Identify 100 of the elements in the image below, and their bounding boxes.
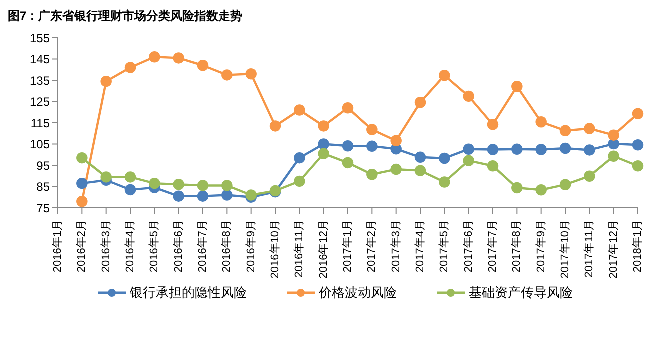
point	[608, 130, 620, 141]
point	[560, 142, 572, 154]
point	[222, 190, 233, 201]
x-tick-label: 2017年1月	[342, 220, 354, 273]
point	[197, 180, 209, 192]
point	[487, 160, 499, 172]
x-tick-label: 2016年10月	[270, 220, 282, 279]
x-tick-label: 2017年12月	[608, 220, 620, 279]
x-tick-label: 2016年1月	[52, 220, 64, 273]
y-tick-label: 105	[30, 138, 50, 152]
y-tick-label: 135	[30, 74, 50, 88]
point	[512, 182, 523, 194]
point	[366, 169, 378, 180]
point	[342, 102, 354, 114]
point	[390, 135, 402, 146]
point	[173, 190, 184, 202]
x-tick-label: 2016年2月	[76, 220, 88, 273]
point	[487, 119, 499, 130]
x-tick-label: 2016年4月	[124, 220, 136, 273]
y-tick-label: 95	[36, 158, 50, 173]
point	[512, 81, 523, 92]
x-tick-label: 2017年9月	[535, 220, 548, 273]
point	[197, 60, 209, 72]
x-tick-label: 2017年10月	[560, 220, 572, 279]
point	[318, 138, 330, 150]
point	[439, 176, 450, 188]
point	[560, 125, 572, 136]
point	[414, 152, 426, 164]
point	[294, 104, 306, 116]
point	[439, 152, 450, 164]
x-tick-label: 2017年8月	[511, 220, 524, 273]
x-tick-label: 2016年11月	[294, 220, 306, 278]
point	[318, 120, 330, 132]
x-tick-label: 2016年9月	[245, 220, 258, 273]
y-tick-label: 85	[36, 180, 50, 194]
point	[149, 52, 160, 63]
point	[270, 120, 282, 132]
point	[294, 152, 306, 164]
x-tick-label: 2017年5月	[438, 220, 451, 273]
point	[439, 70, 450, 82]
point	[463, 144, 474, 155]
point	[632, 160, 644, 172]
point	[632, 108, 644, 120]
legend-label: 银行承担的隐性风险	[130, 284, 247, 302]
point	[584, 170, 596, 182]
point	[560, 179, 572, 190]
point	[294, 176, 306, 188]
x-tick-label: 2016年12月	[318, 220, 330, 279]
point	[390, 164, 402, 176]
point	[197, 190, 209, 202]
point	[536, 144, 547, 156]
point	[124, 184, 136, 196]
point	[124, 62, 136, 74]
point	[487, 144, 499, 156]
legend-label: 价格波动风险	[319, 284, 397, 302]
point	[222, 180, 233, 192]
legend-label: 基础资产传导风险	[469, 284, 573, 302]
point	[512, 144, 523, 155]
x-tick-label: 2017年6月	[462, 220, 475, 273]
point	[173, 52, 184, 64]
point	[342, 140, 354, 152]
x-tick-label: 2016年3月	[100, 220, 112, 273]
point	[173, 179, 184, 190]
point	[76, 178, 88, 190]
point	[414, 165, 426, 176]
y-tick-label: 125	[30, 95, 50, 110]
point	[366, 140, 378, 152]
y-tick-label: 75	[36, 201, 50, 216]
point	[76, 196, 88, 208]
point	[318, 148, 330, 160]
x-tick-label: 2016年7月	[197, 220, 209, 273]
y-tick-label: 145	[30, 52, 50, 67]
point	[608, 150, 620, 162]
point	[584, 144, 596, 156]
point	[149, 178, 160, 190]
x-tick-label: 2018年1月	[632, 220, 644, 273]
chart-title: 图7：广东省银行理财市场分类风险指数走势	[8, 8, 244, 25]
x-tick-label: 2017年7月	[487, 220, 499, 273]
y-tick-label: 155	[30, 31, 50, 46]
point	[366, 124, 378, 136]
point	[608, 138, 620, 150]
point	[463, 155, 474, 166]
point	[76, 152, 88, 164]
point	[536, 184, 547, 196]
x-tick-label: 2016年8月	[221, 220, 234, 273]
point	[632, 139, 644, 151]
point	[124, 172, 136, 183]
point	[342, 157, 354, 169]
x-tick-label: 2016年5月	[148, 220, 161, 273]
x-tick-label: 2016年6月	[172, 220, 185, 273]
y-tick-label: 115	[30, 116, 50, 130]
x-tick-label: 2017年3月	[390, 220, 402, 273]
point	[222, 70, 233, 81]
point	[246, 68, 257, 80]
point	[100, 172, 112, 183]
x-tick-label: 2017年4月	[414, 220, 426, 273]
point	[414, 96, 426, 108]
point	[536, 116, 547, 128]
x-tick-label: 2017年2月	[366, 220, 378, 273]
point	[100, 76, 112, 88]
